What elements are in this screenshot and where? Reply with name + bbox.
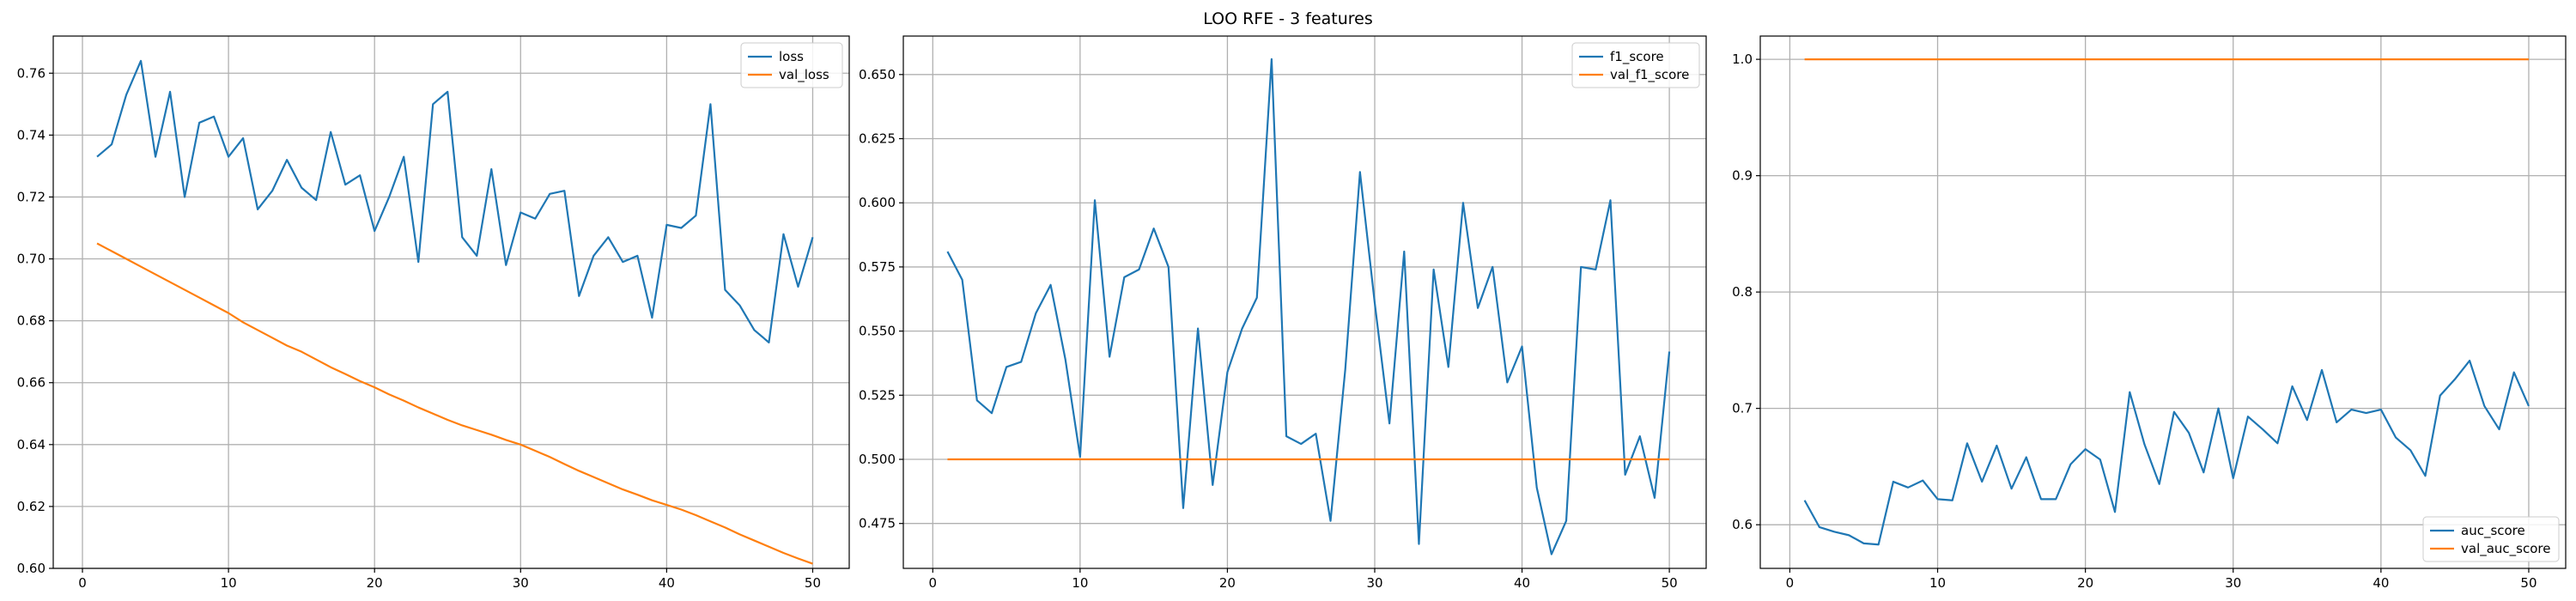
y-tick-label: 0.66 xyxy=(17,375,46,391)
x-tick-label: 30 xyxy=(513,575,529,591)
legend-label-f1-score: f1_score xyxy=(1610,49,1664,65)
x-tick-label: 10 xyxy=(221,575,237,591)
legend-label-loss: loss xyxy=(779,49,804,64)
legend-label-val-loss: val_loss xyxy=(779,67,829,83)
y-tick-label: 0.64 xyxy=(17,437,46,452)
chart-1: 0 10 20 30 40 50 0.60 0.62 0.64 0.66 0.68 0.70 0.72 0… xyxy=(17,35,850,591)
x-tick-label: 10 xyxy=(1072,575,1088,591)
series-line-val-loss xyxy=(96,242,813,565)
x-tick-label: 0 xyxy=(929,575,938,591)
legend: loss val_loss xyxy=(740,42,843,88)
legend: auc_score val_auc_score xyxy=(2422,516,2560,562)
plot-frame xyxy=(52,35,850,569)
y-tick-label: 0.68 xyxy=(17,313,46,329)
y-tick-label: 0.6 xyxy=(1732,517,1753,532)
x-tick-label: 40 xyxy=(2372,575,2389,591)
y-tick-label: 0.9 xyxy=(1732,168,1753,184)
chart-2: 0 10 20 30 40 50 0.475 0.500 0.525 0.550 0.575 0.60… xyxy=(859,35,1707,591)
x-tick-label: 50 xyxy=(1662,575,1678,591)
x-tick-label: 20 xyxy=(367,575,383,591)
x-tick-label: 20 xyxy=(2077,575,2093,591)
legend-label-val-auc-score: val_auc_score xyxy=(2461,541,2551,557)
y-tick-label: 0.625 xyxy=(859,131,896,147)
y-tick-label: 0.8 xyxy=(1732,284,1753,300)
y-tick-label: 0.500 xyxy=(859,452,896,467)
legend-label-val-f1-score: val_f1_score xyxy=(1610,67,1689,83)
y-tick-label: 0.7 xyxy=(1732,401,1753,416)
series-line-f1-score xyxy=(946,58,1671,555)
y-tick-label: 0.72 xyxy=(17,189,46,204)
y-tick-label: 0.74 xyxy=(17,127,46,143)
series-line-loss xyxy=(96,59,814,343)
y-tick-label: 0.550 xyxy=(859,324,896,339)
legend-box xyxy=(1571,42,1700,88)
figure-title: LOO RFE - 3 features xyxy=(1203,9,1373,28)
x-tick-label: 0 xyxy=(1786,575,1795,591)
y-tick-label: 0.475 xyxy=(859,516,896,531)
chart-3: 0 10 20 30 40 50 0.6 0.7 0.8 0.9 1.0 auc_score val_a… xyxy=(1732,35,2567,591)
x-tick-label: 40 xyxy=(659,575,675,591)
y-tick-label: 0.70 xyxy=(17,252,46,267)
x-tick-label: 40 xyxy=(1514,575,1530,591)
y-tick-label: 0.650 xyxy=(859,67,896,82)
plot-frame xyxy=(902,35,1707,569)
y-tick-label: 0.60 xyxy=(17,561,46,576)
y-tick-label: 0.525 xyxy=(859,387,896,403)
y-tick-label: 0.575 xyxy=(859,259,896,275)
x-tick-label: 30 xyxy=(1366,575,1382,591)
legend-box xyxy=(740,42,843,88)
x-tick-label: 20 xyxy=(1219,575,1236,591)
series-line-auc-score xyxy=(1803,360,2530,546)
x-tick-label: 0 xyxy=(78,575,87,591)
legend: f1_score val_f1_score xyxy=(1571,42,1700,88)
legend-box xyxy=(2422,516,2560,562)
plots: 0 10 20 30 40 500.600.620.640.660.680.700.720… xyxy=(17,35,2567,591)
y-tick-label: 0.600 xyxy=(859,195,896,210)
legend-label-auc-score: auc_score xyxy=(2461,523,2525,539)
y-tick-label: 0.62 xyxy=(17,499,46,514)
x-tick-label: 10 xyxy=(1929,575,1946,591)
y-tick-label: 1.0 xyxy=(1732,52,1753,67)
y-tick-label: 0.76 xyxy=(17,65,46,81)
x-tick-label: 50 xyxy=(2520,575,2537,591)
x-tick-label: 50 xyxy=(805,575,821,591)
plot-frame xyxy=(1759,35,2567,569)
x-tick-label: 30 xyxy=(2225,575,2241,591)
